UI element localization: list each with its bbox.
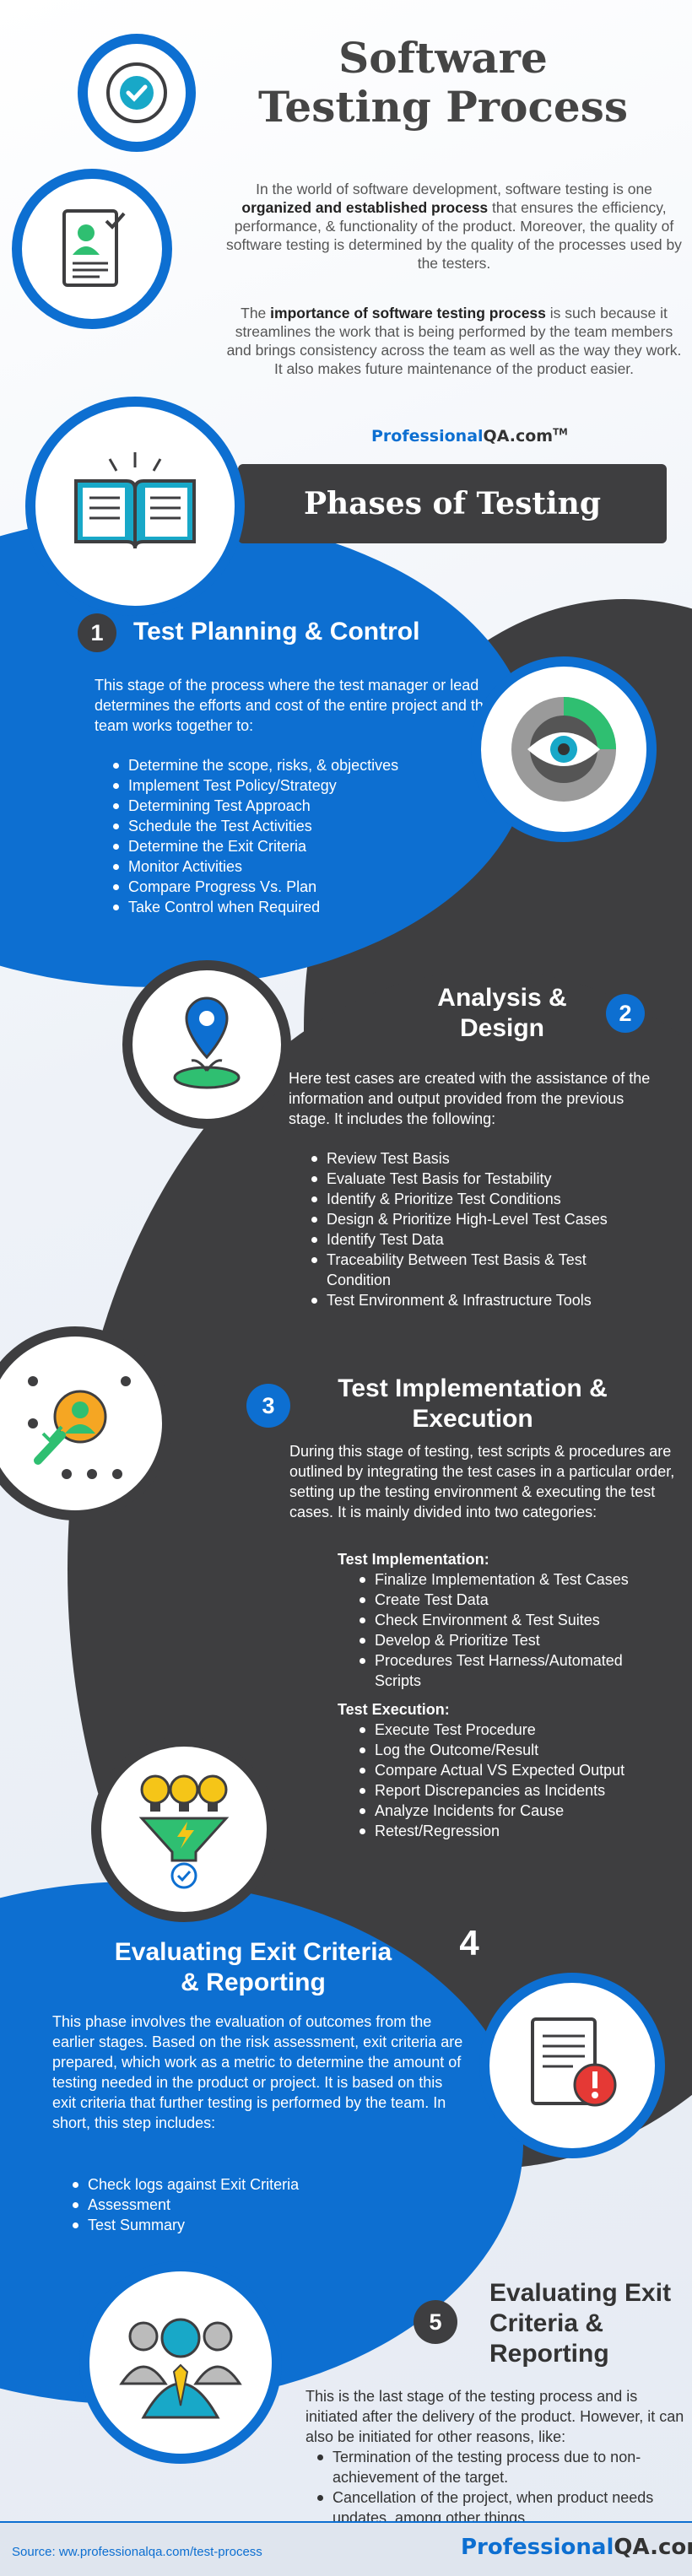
list-item: Design & Prioritize High-Level Test Case… (308, 1209, 646, 1229)
phase-1-list: Determine the scope, risks, & objectives… (110, 755, 498, 917)
list-item: Implement Test Policy/Strategy (110, 775, 498, 796)
list-item: Execute Test Procedure (356, 1720, 668, 1740)
phase-1-title: Test Planning & Control (133, 618, 420, 645)
list-item: Analyze Incidents for Cause (356, 1801, 668, 1821)
source-link[interactable]: Source: ww.professionalqa.com/test-proce… (12, 2545, 262, 2559)
open-book-icon (74, 452, 196, 549)
alert-document-circle (479, 1973, 665, 2158)
phase-4-number: 4 (459, 1923, 479, 1963)
phase-5-number: 5 (414, 2300, 457, 2344)
list-item: Review Test Basis (308, 1148, 646, 1169)
profile-document-icon (62, 209, 126, 287)
list-item: Log the Outcome/Result (356, 1740, 668, 1760)
list-item: Test Environment & Infrastructure Tools (308, 1290, 646, 1310)
team-leader-circle (79, 2261, 282, 2464)
list-item: Identify Test Data (308, 1229, 646, 1250)
phase-2-number: 2 (606, 994, 645, 1033)
list-item: Check Environment & Test Suites (356, 1610, 668, 1630)
list-item: Determine the Exit Criteria (110, 836, 498, 856)
open-book-circle (25, 397, 245, 616)
list-item: Create Test Data (356, 1590, 668, 1610)
phase-4-description: This phase involves the evaluation of ou… (52, 2013, 463, 2131)
phase-4-list: Check logs against Exit Criteria Assessm… (69, 2174, 407, 2235)
user-network-icon (28, 1376, 131, 1479)
list-item: Schedule the Test Activities (110, 816, 498, 836)
location-pin-icon (173, 996, 241, 1089)
lightbulb-funnel-icon (138, 1774, 230, 1889)
profile-document-circle (12, 169, 172, 329)
phase-5-list: Termination of the testing process due t… (314, 2447, 685, 2528)
list-item: Finalize Implementation & Test Cases (356, 1569, 668, 1590)
list-item: Test Summary (69, 2215, 407, 2235)
list-item: Monitor Activities (110, 856, 498, 877)
eye-target-icon (511, 697, 616, 802)
phase-1-number: 1 (78, 613, 116, 652)
list-item: Retest/Regression (356, 1821, 668, 1841)
list-item: Termination of the testing process due t… (314, 2447, 685, 2487)
lightbulb-funnel-circle (91, 1736, 277, 1922)
phase-2-description: Here test cases are created with the ass… (289, 1070, 651, 1127)
list-item: Identify & Prioritize Test Conditions (308, 1189, 646, 1209)
list-item: Report Discrepancies as Incidents (356, 1780, 668, 1801)
list-item: Compare Progress Vs. Plan (110, 877, 498, 897)
phase-1-description: This stage of the process where the test… (95, 677, 492, 734)
eye-target-circle (471, 656, 657, 842)
phase-5-description: This is the last stage of the testing pr… (305, 2388, 684, 2445)
logo-top: ProfessionalQA.comTM (371, 427, 568, 446)
phase-3-subhead-implementation: Test Implementation: (338, 1551, 489, 1568)
list-item: Determine the scope, risks, & objectives (110, 755, 498, 775)
list-item: Compare Actual VS Expected Output (356, 1760, 668, 1780)
phase-3-description: During this stage of testing, test scrip… (289, 1443, 675, 1520)
list-item: Determining Test Approach (110, 796, 498, 816)
alert-document-icon (531, 2017, 617, 2107)
phase-3-title: Test Implementation & Execution (338, 1374, 608, 1433)
phase-2-list: Review Test Basis Evaluate Test Basis fo… (308, 1148, 646, 1310)
phase-3-number: 3 (246, 1384, 290, 1428)
team-leader-icon (119, 2318, 242, 2419)
intro-paragraph-2: The importance of software testing proce… (226, 305, 682, 377)
list-item: Check logs against Exit Criteria (69, 2174, 407, 2195)
shield-check-icon (106, 62, 167, 123)
phase-5-title: Evaluating Exit Criteria & Reporting (489, 2279, 672, 2368)
logo-bottom: ProfessionalQA.comTM (461, 2535, 692, 2560)
phases-banner: Phases of Testing (238, 464, 667, 543)
phase-3-list-execution: Execute Test Procedure Log the Outcome/R… (356, 1720, 668, 1841)
location-pin-circle (122, 960, 291, 1129)
list-item: Take Control when Required (110, 897, 498, 917)
phase-4-title: Evaluating Exit Criteria & Reporting (114, 1938, 392, 1996)
list-item: Procedures Test Harness/Automated Script… (356, 1650, 668, 1691)
phase-3-list-implementation: Finalize Implementation & Test Cases Cre… (356, 1569, 668, 1691)
intro-paragraph-1: In the world of software development, so… (226, 181, 682, 272)
list-item: Develop & Prioritize Test (356, 1630, 668, 1650)
shield-check-circle (78, 34, 196, 152)
phase-2-title: Analysis & Design (437, 984, 567, 1042)
list-item: Traceability Between Test Basis & Test C… (308, 1250, 646, 1290)
page-title: Software Testing Process (257, 33, 629, 132)
footer-bar: Source: ww.professionalqa.com/test-proce… (0, 2521, 692, 2576)
phase-3-subhead-execution: Test Execution: (338, 1701, 450, 1718)
list-item: Assessment (69, 2195, 407, 2215)
list-item: Evaluate Test Basis for Testability (308, 1169, 646, 1189)
